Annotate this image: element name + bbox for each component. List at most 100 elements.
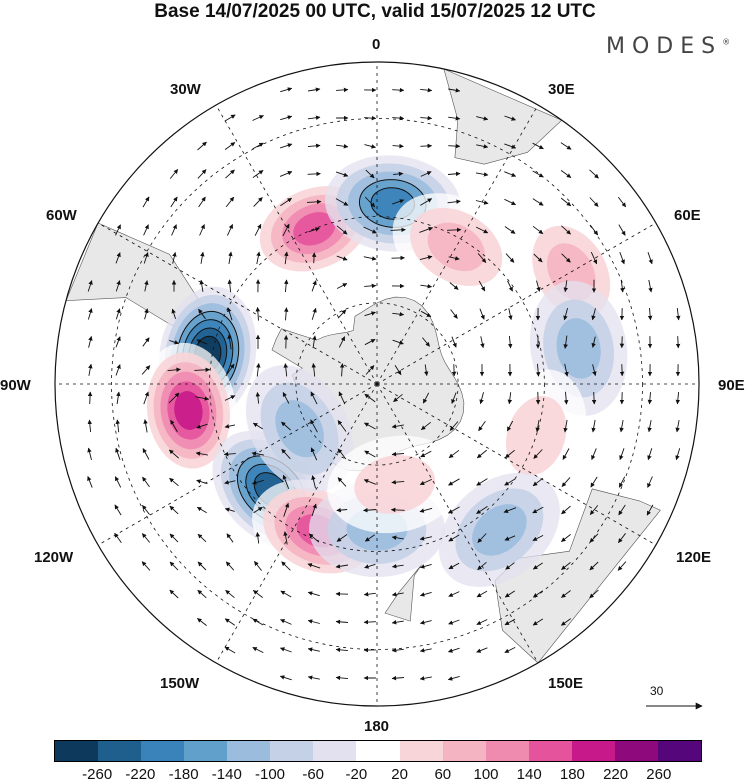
wind-arrow bbox=[281, 561, 291, 571]
wind-arrow bbox=[590, 251, 598, 265]
wind-arrow bbox=[392, 143, 404, 149]
colorbar-swatch bbox=[270, 741, 314, 761]
wind-arrow bbox=[283, 502, 290, 517]
wind-arrow bbox=[391, 675, 404, 681]
wind-arrow bbox=[363, 619, 376, 625]
wind-arrow bbox=[336, 144, 349, 149]
wind-arrow bbox=[282, 223, 290, 237]
wind-arrow bbox=[562, 448, 570, 460]
lon-label-30e: 30E bbox=[548, 81, 575, 98]
wind-arrow bbox=[450, 309, 458, 319]
wind-arrow bbox=[197, 169, 207, 179]
wind-arrow bbox=[143, 391, 149, 405]
wind-arrow bbox=[476, 449, 487, 459]
wind-arrow bbox=[252, 646, 264, 654]
wind-arrow bbox=[170, 196, 178, 208]
wind-arrow bbox=[307, 675, 320, 680]
wind-arrow bbox=[448, 562, 460, 570]
wind-arrow bbox=[225, 363, 235, 377]
wind-arrow bbox=[393, 171, 404, 177]
wind-arrow bbox=[560, 142, 572, 150]
wind-arrow bbox=[114, 504, 122, 516]
wind-arrow bbox=[563, 391, 569, 405]
wind-arrow bbox=[143, 252, 149, 264]
wind-vectors bbox=[87, 87, 681, 681]
wind-arrow bbox=[88, 363, 93, 376]
wind-arrow bbox=[87, 419, 93, 433]
wind-arrow bbox=[364, 338, 376, 346]
wind-arrow bbox=[87, 391, 93, 405]
colorbar-swatch bbox=[55, 741, 99, 761]
wind-arrow bbox=[506, 420, 514, 432]
latitude-circle bbox=[111, 118, 643, 650]
wind-arrow bbox=[504, 646, 516, 654]
colorbar-tick: -60 bbox=[302, 766, 325, 783]
wind-arrow bbox=[115, 252, 121, 264]
wind-arrow bbox=[171, 308, 177, 320]
wind-arrow bbox=[224, 480, 236, 485]
wind-arrow bbox=[227, 307, 233, 321]
wind-arrow bbox=[391, 592, 404, 597]
latitude-circle bbox=[209, 216, 545, 552]
colorbar-tick: 220 bbox=[603, 766, 629, 783]
wind-arrow bbox=[363, 226, 377, 234]
meridian-line bbox=[97, 222, 378, 385]
wind-arrow bbox=[169, 505, 179, 515]
wind-arrow bbox=[255, 532, 261, 544]
wind-arrow bbox=[478, 280, 486, 292]
wind-arrow bbox=[561, 225, 571, 235]
wind-arrow bbox=[448, 116, 461, 121]
wind-arrow bbox=[311, 503, 317, 517]
wind-arrow bbox=[390, 507, 405, 513]
meridian-line bbox=[376, 383, 539, 664]
wind-arrow bbox=[224, 618, 236, 626]
meridian-line bbox=[215, 383, 378, 664]
wind-arrow bbox=[419, 563, 432, 569]
wind-arrow bbox=[251, 479, 264, 485]
meridian-line bbox=[215, 104, 378, 385]
colorbar-tick: 20 bbox=[391, 766, 408, 783]
wind-arrow bbox=[533, 253, 543, 263]
wind-arrow bbox=[507, 280, 513, 292]
wind-arrow bbox=[675, 448, 681, 461]
wind-arrow bbox=[196, 423, 208, 429]
wind-arrow bbox=[589, 561, 599, 571]
wind-arrow bbox=[475, 226, 489, 234]
wind-arrow bbox=[311, 280, 317, 292]
polar-map bbox=[54, 61, 703, 710]
lon-label-90e: 90E bbox=[718, 377, 745, 394]
wind-arrow bbox=[279, 143, 293, 149]
wind-arrow bbox=[505, 562, 515, 570]
wind-arrow bbox=[591, 419, 596, 433]
wind-arrow bbox=[280, 619, 292, 625]
wind-arrow bbox=[308, 533, 320, 543]
wind-arrow bbox=[589, 589, 599, 599]
wind-arrow bbox=[226, 533, 234, 543]
wind-arrow bbox=[169, 169, 179, 179]
wind-arrow bbox=[420, 171, 432, 177]
wind-arrow bbox=[420, 115, 433, 121]
wind-arrow bbox=[391, 563, 404, 569]
wind-arrow bbox=[363, 479, 376, 485]
wind-arrow bbox=[363, 507, 377, 513]
wind-arrow bbox=[254, 561, 262, 571]
wind-arrow bbox=[339, 363, 345, 377]
wind-arrow bbox=[563, 307, 569, 321]
wind-arrow bbox=[619, 448, 625, 461]
colorbar-swatch bbox=[141, 741, 185, 761]
wind-arrow bbox=[647, 448, 653, 461]
wind-arrow bbox=[88, 335, 93, 348]
wind-arrow bbox=[114, 532, 122, 544]
wind-arrow bbox=[618, 224, 626, 236]
colorbar-tick: 140 bbox=[516, 766, 542, 783]
wind-arrow bbox=[167, 367, 181, 372]
wind-arrow bbox=[592, 364, 597, 377]
wind-arrow bbox=[196, 506, 207, 514]
wind-arrow bbox=[141, 533, 151, 543]
wind-arrow bbox=[422, 392, 430, 404]
wind-arrow bbox=[560, 170, 572, 178]
wind-arrow bbox=[87, 308, 93, 320]
wind-arrow bbox=[169, 533, 179, 543]
wind-arrow bbox=[420, 310, 432, 318]
wind-arrow bbox=[283, 531, 288, 545]
